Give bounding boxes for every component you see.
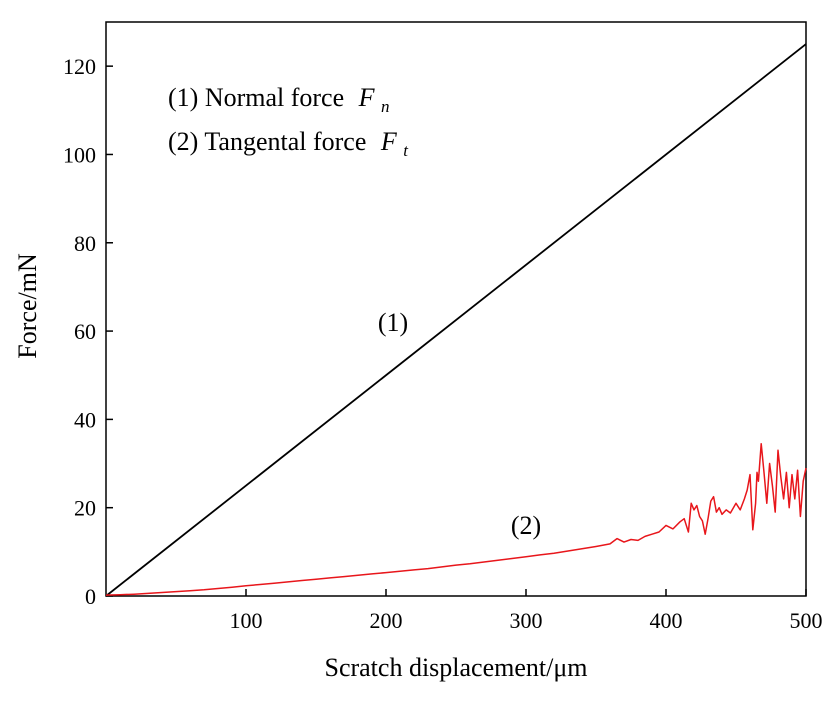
x-tick-label: 200 xyxy=(370,608,403,633)
series-layer xyxy=(105,43,807,597)
labels-layer: (1) (2) xyxy=(378,308,541,540)
y-tick-label: 40 xyxy=(74,407,96,432)
legend-entry-tangental-symbol: F xyxy=(380,127,398,156)
y-tick-label: 20 xyxy=(74,496,96,521)
y-tick-label: 60 xyxy=(74,319,96,344)
y-tick-label: 80 xyxy=(74,231,96,256)
legend-entry-normal-force: (1) Normal force F n xyxy=(168,83,390,116)
legend-entry-normal-prefix: (1) Normal force xyxy=(168,83,344,112)
legend-entry-normal-symbol: F xyxy=(358,83,376,112)
plot-frame xyxy=(105,21,807,597)
legend-entry-tangental-subscript: t xyxy=(403,141,409,160)
x-axis-title: Scratch displacement/μm xyxy=(324,653,587,682)
x-tick-label: 500 xyxy=(790,608,823,633)
x-tick-label: 400 xyxy=(650,608,683,633)
y-axis-title: Force/mN xyxy=(13,253,42,359)
series-line-2 xyxy=(105,442,807,596)
plot-area: 100 200 300 400 500 0 20 40 60 80 100 120 (1) (2) xyxy=(63,21,823,633)
legend-entry-normal-subscript: n xyxy=(381,97,390,116)
y-tick-label: 120 xyxy=(63,54,96,79)
x-tick-label: 300 xyxy=(510,608,543,633)
legend: (1) Normal force F n (2) Tangental force… xyxy=(168,83,409,160)
series-line-1 xyxy=(105,43,807,597)
y-tick-label: 100 xyxy=(63,142,96,167)
y-tick-label: 0 xyxy=(85,584,96,609)
legend-entry-tangental-prefix: (2) Tangental force xyxy=(168,127,366,156)
ticks: 100 200 300 400 500 0 20 40 60 80 100 120 xyxy=(63,54,823,633)
curve-label-2: (2) xyxy=(511,511,541,540)
legend-entry-tangental-force: (2) Tangental force F t xyxy=(168,127,409,160)
curve-label-1: (1) xyxy=(378,308,408,337)
x-tick-label: 100 xyxy=(230,608,263,633)
